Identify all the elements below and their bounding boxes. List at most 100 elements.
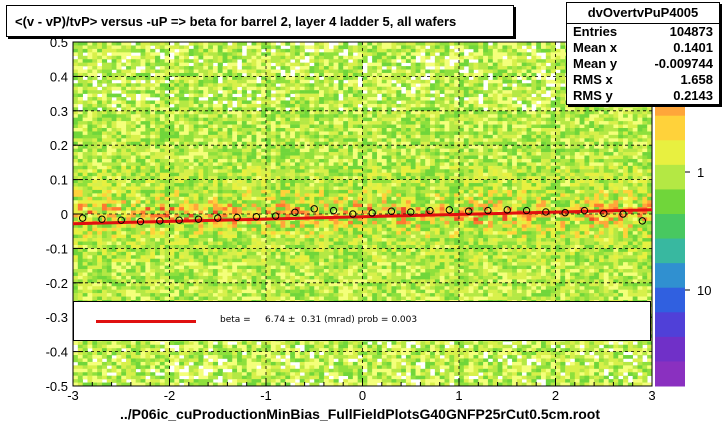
heatmap-cell: [106, 355, 112, 359]
heatmap-cell: [203, 179, 209, 184]
heatmap-cell: [188, 179, 194, 184]
heatmap-cell: [188, 42, 194, 46]
heatmap-cell: [164, 52, 170, 57]
heatmap-cell: [97, 358, 103, 363]
heatmap-cell: [164, 361, 170, 366]
heatmap-cell: [179, 262, 185, 266]
heatmap-cell: [314, 196, 320, 201]
heatmap-cell: [92, 293, 98, 297]
heatmap-cell: [174, 114, 180, 118]
heatmap-cell: [116, 361, 122, 366]
heatmap-cell: [150, 186, 156, 191]
heatmap-cell: [135, 282, 141, 287]
heatmap-cell: [121, 296, 127, 301]
heatmap-cell: [97, 52, 103, 57]
heatmap-cell: [285, 117, 291, 122]
heatmap-cell: [145, 100, 151, 105]
heatmap-cell: [266, 100, 272, 105]
heatmap-cell: [155, 200, 161, 204]
heatmap-cell: [140, 42, 146, 46]
heatmap-cell: [212, 189, 219, 194]
heatmap-cell: [183, 286, 190, 290]
heatmap-cell: [203, 186, 209, 191]
heatmap-cell: [73, 200, 79, 204]
heatmap-cell: [169, 155, 175, 160]
heatmap-cell: [203, 148, 209, 153]
heatmap-cell: [217, 382, 223, 387]
heatmap-cell: [241, 248, 248, 253]
heatmap-cell: [101, 134, 108, 139]
heatmap-cell: [232, 148, 238, 153]
heatmap-cell: [266, 234, 272, 239]
heatmap-cell: [174, 141, 180, 146]
heatmap-cell: [159, 42, 165, 46]
heatmap-cell: [294, 110, 301, 115]
heatmap-cell: [145, 69, 151, 74]
heatmap-cell: [116, 134, 122, 139]
heatmap-cell: [237, 251, 243, 256]
heatmap-cell: [145, 203, 151, 208]
heatmap-cell: [106, 169, 112, 174]
heatmap-cell: [261, 131, 267, 136]
heatmap-cell: [227, 110, 233, 115]
heatmap-cell: [179, 200, 185, 204]
heatmap-cell: [309, 152, 315, 156]
heatmap-cell: [169, 145, 175, 149]
heatmap-cell: [217, 128, 223, 132]
heatmap-cell: [155, 203, 161, 208]
heatmap-cell: [299, 93, 305, 98]
heatmap-cell: [314, 69, 320, 74]
heatmap-cell: [116, 72, 122, 77]
heatmap-cell: [237, 196, 243, 201]
heatmap-cell: [212, 210, 219, 215]
heatmap-cell: [304, 141, 310, 146]
heatmap-cell: [101, 348, 108, 352]
heatmap-cell: [208, 355, 214, 359]
heatmap-cell: [237, 83, 243, 88]
heatmap-cell: [275, 186, 281, 191]
heatmap-cell: [285, 379, 291, 383]
heatmap-cell: [290, 365, 296, 370]
heatmap-cell: [130, 169, 137, 174]
heatmap-cell: [314, 42, 320, 46]
heatmap-cell: [97, 110, 103, 115]
heatmap-cell: [179, 293, 185, 297]
heatmap-cell: [126, 42, 132, 46]
heatmap-cell: [82, 224, 88, 229]
heatmap-cell: [256, 169, 262, 174]
heatmap-cell: [121, 72, 127, 77]
heatmap-cell: [130, 165, 137, 170]
heatmap-cell: [121, 134, 127, 139]
heatmap-cell: [275, 279, 281, 284]
heatmap-cell: [285, 172, 291, 177]
heatmap-cell: [323, 114, 330, 118]
heatmap-cell: [174, 72, 180, 77]
heatmap-cell: [198, 289, 204, 294]
heatmap-cell: [150, 55, 156, 60]
heatmap-cell: [227, 238, 233, 242]
heatmap-cell: [92, 128, 98, 132]
heatmap-cell: [261, 210, 267, 215]
heatmap-cell: [227, 138, 233, 143]
heatmap-cell: [290, 186, 296, 191]
heatmap-cell: [299, 251, 305, 256]
heatmap-cell: [294, 52, 301, 57]
heatmap-cell: [121, 145, 127, 149]
heatmap-cell: [126, 72, 132, 77]
heatmap-cell: [87, 265, 93, 270]
heatmap-cell: [251, 152, 257, 156]
heatmap-cell: [261, 103, 267, 108]
heatmap-cell: [159, 379, 165, 383]
heatmap-cell: [266, 258, 272, 263]
heatmap-cell: [106, 368, 112, 373]
heatmap-cell: [290, 103, 296, 108]
heatmap-cell: [304, 121, 310, 125]
heatmap-cell: [164, 262, 170, 266]
heatmap-cell: [126, 52, 132, 57]
heatmap-cell: [256, 152, 262, 156]
heatmap-cell: [208, 176, 214, 180]
heatmap-cell: [106, 227, 112, 232]
heatmap-cell: [82, 152, 88, 156]
heatmap-cell: [159, 234, 165, 239]
heatmap-cell: [183, 90, 190, 94]
